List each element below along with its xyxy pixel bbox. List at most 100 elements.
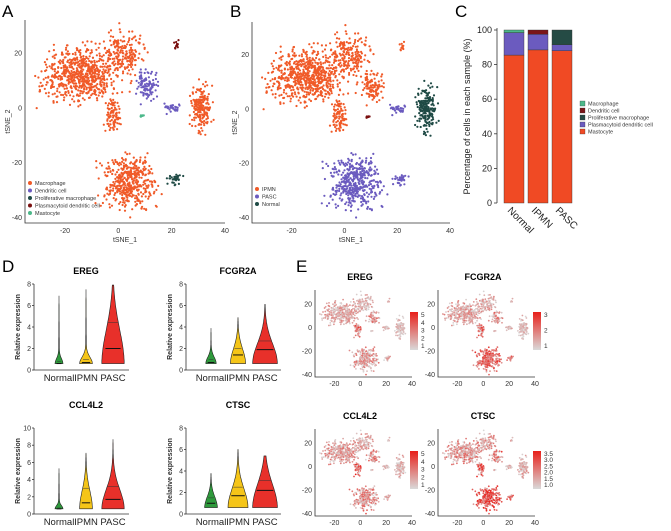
- data-point: [374, 180, 377, 183]
- data-point: [361, 179, 364, 182]
- data-point: [345, 311, 347, 313]
- data-point: [300, 53, 303, 56]
- data-point: [350, 310, 353, 313]
- data-point: [476, 303, 479, 305]
- data-point: [173, 41, 176, 44]
- data-point: [372, 72, 375, 75]
- data-point: [344, 24, 347, 27]
- data-point: [355, 171, 359, 174]
- data-point: [295, 104, 298, 108]
- data-point: [342, 171, 345, 174]
- data-point: [300, 77, 303, 80]
- data-point: [112, 80, 115, 83]
- data-point: [428, 96, 432, 99]
- data-point: [371, 89, 374, 92]
- data-point: [306, 58, 309, 61]
- data-point: [364, 346, 367, 349]
- data-point: [476, 307, 479, 310]
- data-point: [53, 62, 56, 65]
- data-point: [124, 170, 127, 173]
- data-point: [92, 75, 95, 78]
- data-point: [113, 57, 116, 60]
- legend-label: Plasmacytoid dendritic cell: [588, 123, 653, 129]
- data-point: [354, 32, 357, 35]
- data-point: [333, 112, 336, 115]
- data-point: [135, 194, 138, 197]
- data-point: [97, 75, 100, 78]
- data-point: [121, 157, 124, 160]
- plot-title: EREG: [73, 266, 99, 276]
- data-point: [343, 41, 346, 44]
- data-point: [305, 53, 308, 56]
- data-point: [362, 172, 365, 175]
- data-point: [395, 318, 398, 320]
- data-point: [430, 98, 433, 102]
- data-point: [121, 196, 124, 199]
- data-point: [142, 192, 145, 196]
- data-point: [144, 187, 147, 190]
- data-point: [373, 195, 376, 198]
- data-point: [328, 305, 331, 308]
- data-point: [359, 327, 362, 329]
- data-point: [341, 75, 344, 78]
- data-point: [297, 71, 300, 74]
- data-point: [122, 35, 125, 38]
- data-point: [148, 89, 151, 92]
- data-point: [356, 325, 359, 328]
- data-point: [359, 60, 362, 63]
- data-point: [352, 197, 355, 200]
- data-point: [331, 198, 334, 201]
- data-point: [316, 69, 319, 72]
- data-point: [96, 69, 99, 72]
- data-point: [48, 65, 51, 68]
- data-point: [364, 43, 367, 46]
- data-point: [420, 114, 423, 117]
- y-axis-label: tSNE_2: [5, 109, 12, 133]
- data-point: [343, 313, 345, 315]
- data-point: [292, 62, 296, 65]
- violin: [227, 449, 249, 508]
- data-point: [360, 50, 363, 54]
- data-point: [340, 306, 343, 309]
- data-point: [442, 313, 444, 315]
- x-tick-label: Normal: [196, 517, 227, 528]
- data-point: [188, 122, 191, 126]
- data-point: [79, 53, 82, 57]
- data-point: [401, 328, 404, 331]
- data-point: [338, 115, 341, 118]
- data-point: [369, 84, 372, 87]
- data-point: [292, 46, 295, 49]
- data-point: [87, 57, 90, 60]
- data-point: [206, 120, 209, 124]
- data-point: [327, 164, 330, 168]
- data-point: [447, 305, 450, 308]
- data-point: [364, 185, 367, 188]
- data-point: [113, 125, 116, 128]
- data-point: [370, 209, 373, 212]
- data-point: [203, 109, 206, 112]
- data-point: [340, 102, 343, 105]
- bar-segment: [527, 29, 549, 35]
- data-point: [149, 91, 152, 94]
- data-point: [335, 59, 338, 62]
- data-point: [60, 53, 64, 56]
- data-point: [370, 188, 373, 191]
- data-point: [92, 66, 95, 69]
- data-point: [168, 177, 171, 180]
- data-point: [375, 168, 379, 171]
- data-point: [341, 185, 344, 188]
- data-point: [331, 64, 334, 67]
- data-point: [368, 94, 371, 98]
- data-point: [137, 173, 141, 176]
- data-point: [116, 122, 119, 125]
- data-point: [91, 69, 94, 72]
- data-point: [316, 84, 319, 87]
- data-point: [170, 176, 173, 179]
- data-point: [363, 87, 366, 90]
- data-point: [112, 181, 115, 184]
- data-point: [327, 67, 330, 70]
- data-point: [190, 99, 193, 103]
- data-point: [276, 86, 279, 89]
- data-point: [191, 124, 194, 127]
- data-point: [99, 91, 102, 94]
